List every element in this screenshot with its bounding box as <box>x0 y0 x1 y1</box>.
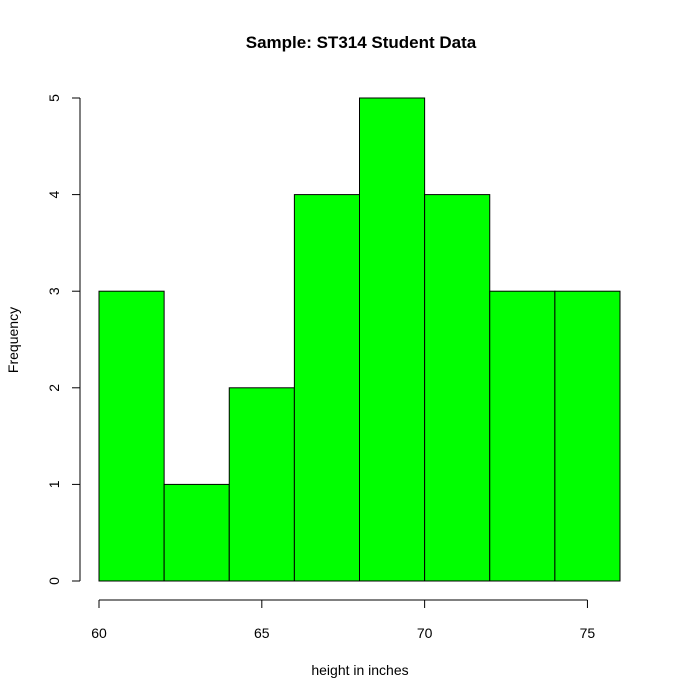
bars-group <box>98 97 621 582</box>
y-tick-label: 4 <box>46 190 62 198</box>
histogram-bar <box>98 290 165 582</box>
histogram-bar <box>424 194 491 582</box>
x-axis: 60 65 70 75 <box>91 599 596 641</box>
x-axis-label: height in inches <box>311 662 408 678</box>
y-axis: 0 1 2 3 4 5 <box>46 94 81 585</box>
y-tick-label: 0 <box>46 577 62 585</box>
x-tick-label: 65 <box>254 625 270 641</box>
y-axis-label: Frequency <box>5 307 21 373</box>
x-tick-label: 70 <box>417 625 433 641</box>
histogram-bar <box>554 290 621 582</box>
histogram-bar <box>293 194 360 582</box>
y-tick-label: 5 <box>46 94 62 102</box>
y-tick-label: 2 <box>46 384 62 392</box>
x-tick-label: 75 <box>580 625 596 641</box>
y-tick-label: 1 <box>46 480 62 488</box>
histogram-bar <box>359 97 426 582</box>
x-tick-label: 60 <box>91 625 107 641</box>
chart-title: Sample: ST314 Student Data <box>246 33 477 52</box>
histogram-bar <box>163 483 230 582</box>
y-tick-label: 3 <box>46 287 62 295</box>
histogram-bar <box>228 387 295 582</box>
histogram-bar <box>489 290 556 582</box>
